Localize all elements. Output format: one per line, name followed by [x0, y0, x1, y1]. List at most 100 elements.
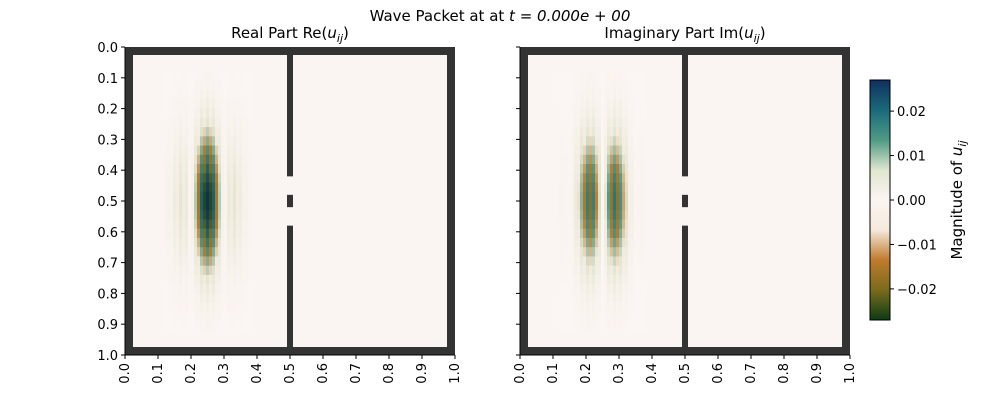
wave-cell	[239, 191, 243, 202]
wave-cell	[577, 219, 581, 230]
wave-cell	[203, 256, 207, 267]
wave-cell	[227, 321, 231, 331]
wave-cell	[224, 247, 228, 257]
wave-cell	[167, 191, 171, 202]
wave-cell	[179, 228, 183, 239]
wave-cell	[203, 228, 207, 239]
wave-cell	[577, 191, 581, 202]
wave-cell	[209, 256, 213, 267]
x-tick-label: 0.3	[612, 363, 627, 384]
wave-cell	[194, 228, 198, 239]
wave-cell	[206, 71, 210, 82]
wave-cell	[245, 210, 249, 220]
wave-cell	[568, 99, 572, 109]
wave-cell	[182, 321, 186, 331]
wave-cell	[622, 247, 626, 257]
wave-cell	[179, 293, 183, 304]
wave-cell	[221, 71, 225, 82]
wave-cell	[191, 321, 195, 331]
wave-cell	[173, 201, 177, 211]
wave-cell	[218, 136, 222, 146]
wave-cell	[242, 117, 246, 128]
wave-cell	[598, 145, 602, 156]
wave-cell	[224, 228, 228, 239]
wave-cell	[239, 173, 243, 183]
wave-cell	[239, 99, 243, 109]
wave-cell	[206, 237, 210, 248]
wave-cell	[637, 219, 641, 230]
wave-cell	[164, 237, 168, 248]
wave-cell	[212, 182, 216, 193]
wave-cell	[586, 154, 590, 165]
wave-cell	[589, 127, 593, 137]
wave-cell	[631, 284, 635, 294]
wave-cell	[598, 228, 602, 239]
wave-cell	[167, 108, 171, 119]
wave-cell	[607, 154, 611, 165]
wave-cell	[239, 201, 243, 211]
wave-cell	[209, 80, 213, 91]
wave-cell	[185, 127, 189, 137]
wave-cell	[242, 136, 246, 146]
wave-cell	[179, 99, 183, 109]
wave-cell	[568, 274, 572, 285]
wave-cell	[607, 173, 611, 183]
wave-cell	[215, 99, 219, 109]
wave-cell	[248, 302, 252, 313]
wave-cell	[595, 265, 599, 276]
wave-cell	[577, 237, 581, 248]
wave-cell	[233, 145, 237, 156]
wave-cell	[170, 99, 174, 109]
wave-cell	[577, 145, 581, 156]
wave-cell	[637, 164, 641, 174]
colorbar-gradient	[869, 79, 891, 321]
wave-cell	[625, 182, 629, 193]
wave-cell	[239, 265, 243, 276]
wave-cell	[233, 136, 237, 146]
wave-cell	[577, 80, 581, 91]
wave-cell	[185, 274, 189, 285]
wave-cell	[643, 311, 647, 322]
wave-cell	[179, 80, 183, 91]
wave-cell	[245, 274, 249, 285]
wave-cell	[592, 90, 596, 100]
wave-cell	[643, 302, 647, 313]
wave-cell	[197, 237, 201, 248]
wave-cell	[215, 284, 219, 294]
wave-cell	[179, 145, 183, 156]
wave-cell	[601, 154, 605, 165]
wave-cell	[613, 136, 617, 146]
wave-cell	[610, 228, 614, 239]
wave-cell	[230, 136, 234, 146]
wave-cell	[589, 136, 593, 146]
wave-cell	[640, 284, 644, 294]
wave-cell	[215, 247, 219, 257]
wave-cell	[559, 80, 563, 91]
walls	[125, 47, 455, 355]
wave-cell	[568, 284, 572, 294]
wave-cell	[583, 127, 587, 137]
wave-cell	[227, 274, 231, 285]
wave-cell	[634, 108, 638, 119]
wave-cell	[203, 237, 207, 248]
wave-cell	[197, 201, 201, 211]
wave-cell	[164, 182, 168, 193]
wave-cell	[239, 90, 243, 100]
wave-cell	[224, 219, 228, 230]
wave-cell	[164, 228, 168, 239]
wave-cell	[604, 201, 608, 211]
wave-cell	[595, 108, 599, 119]
wave-cell	[574, 265, 578, 276]
wave-cell	[559, 293, 563, 304]
wave-cell	[179, 302, 183, 313]
wave-cell	[580, 108, 584, 119]
wave-cell	[607, 145, 611, 156]
wave-cell	[227, 191, 231, 202]
wave-cell	[248, 321, 252, 331]
wave-cell	[221, 321, 225, 331]
wave-cell	[209, 154, 213, 165]
wave-cell	[619, 293, 623, 304]
wave-cell	[230, 108, 234, 119]
wave-cell	[215, 108, 219, 119]
wave-cell	[562, 247, 566, 257]
